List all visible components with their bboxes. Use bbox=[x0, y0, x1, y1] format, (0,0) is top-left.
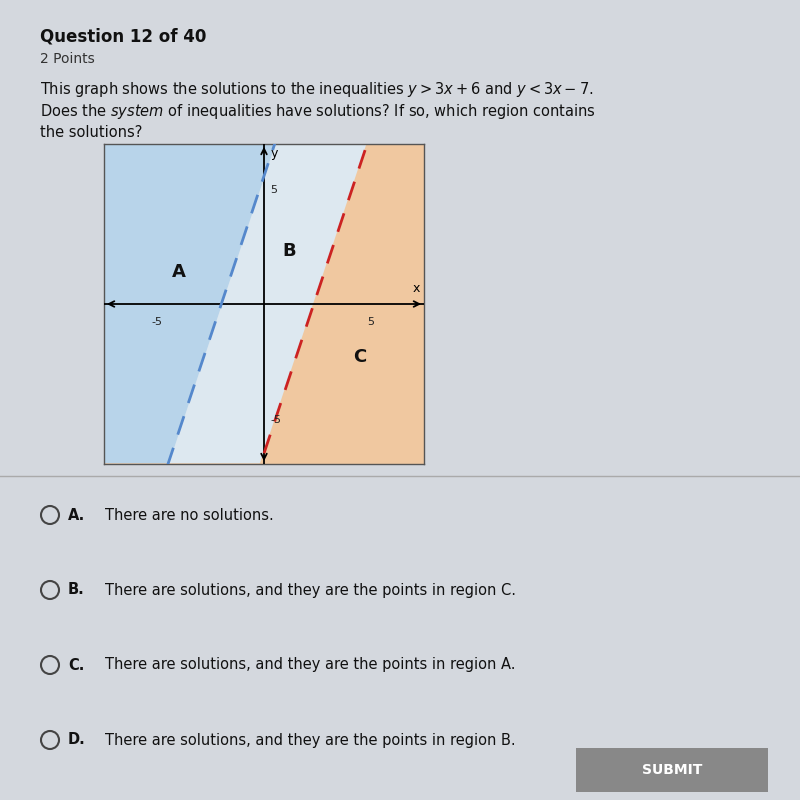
Text: There are solutions, and they are the points in region C.: There are solutions, and they are the po… bbox=[105, 582, 516, 598]
Text: A.: A. bbox=[68, 507, 86, 522]
Text: -5: -5 bbox=[270, 415, 282, 425]
Text: There are solutions, and they are the points in region B.: There are solutions, and they are the po… bbox=[105, 733, 516, 747]
Text: Does the $\it{system}$ of inequalities have solutions? If so, which region conta: Does the $\it{system}$ of inequalities h… bbox=[40, 102, 596, 122]
Text: -5: -5 bbox=[152, 317, 163, 326]
Text: C.: C. bbox=[68, 658, 84, 673]
Text: 5: 5 bbox=[270, 186, 278, 195]
Text: C: C bbox=[354, 348, 366, 366]
Text: There are no solutions.: There are no solutions. bbox=[105, 507, 274, 522]
Text: B: B bbox=[282, 242, 297, 260]
Text: This graph shows the solutions to the inequalities $y > 3x + 6$ and $y < 3x - 7$: This graph shows the solutions to the in… bbox=[40, 80, 594, 99]
Text: Question 12 of 40: Question 12 of 40 bbox=[40, 28, 206, 46]
Text: B.: B. bbox=[68, 582, 85, 598]
Text: y: y bbox=[270, 147, 278, 160]
Text: 2 Points: 2 Points bbox=[40, 52, 94, 66]
Text: 5: 5 bbox=[367, 317, 374, 326]
Text: the solutions?: the solutions? bbox=[40, 125, 142, 140]
Text: SUBMIT: SUBMIT bbox=[642, 763, 702, 777]
Text: A: A bbox=[172, 263, 186, 281]
Text: There are solutions, and they are the points in region A.: There are solutions, and they are the po… bbox=[105, 658, 515, 673]
Text: x: x bbox=[412, 282, 420, 295]
Text: D.: D. bbox=[68, 733, 86, 747]
